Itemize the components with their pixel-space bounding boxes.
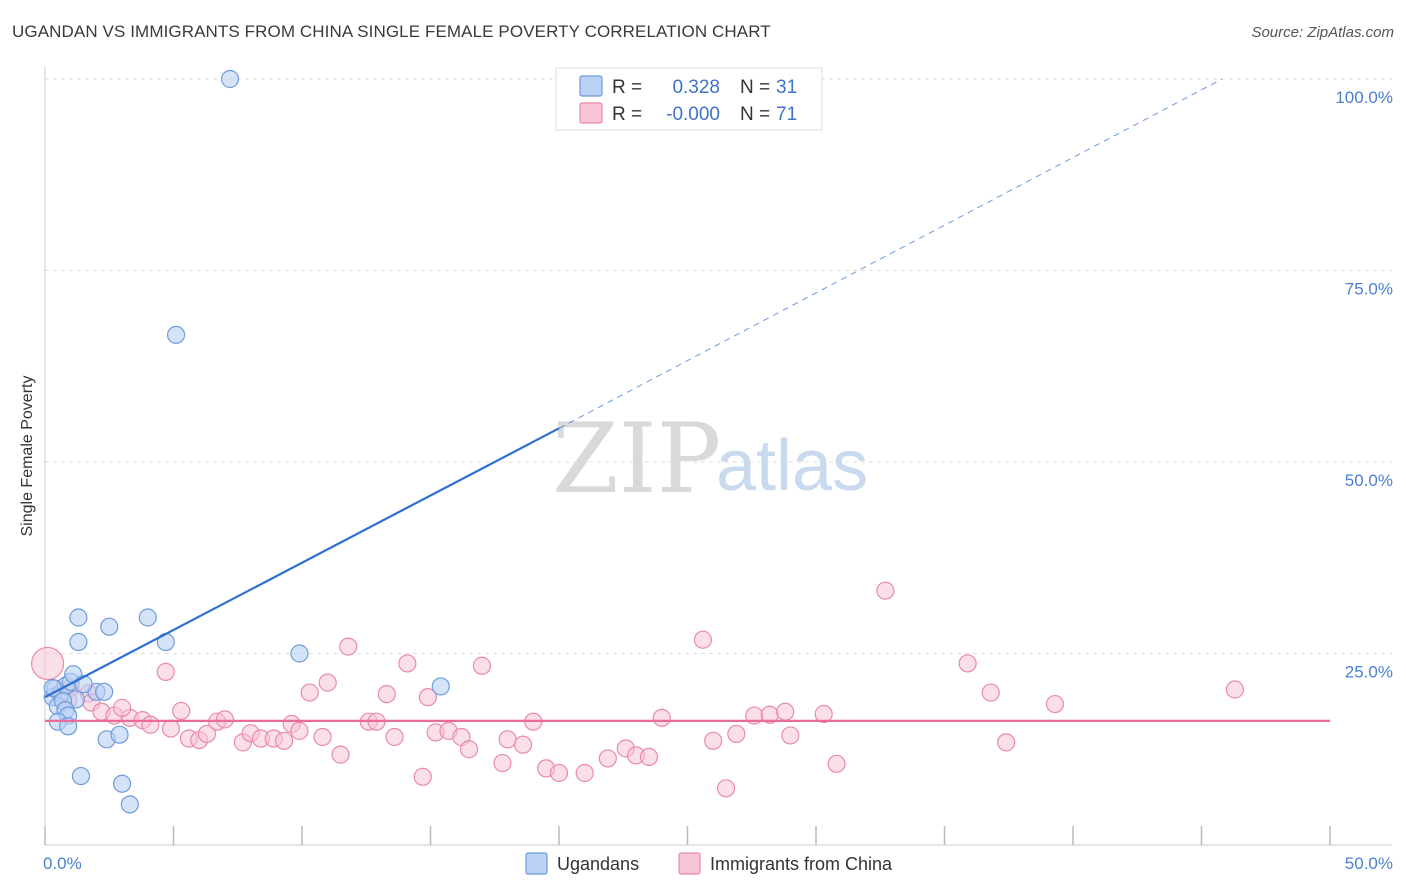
stats-r-label: R = [612,77,642,98]
china-point [693,630,713,649]
china-point [727,724,746,744]
china-point [377,684,396,704]
china-point [776,702,795,721]
ugandan-point [59,717,78,736]
china-point [652,708,671,727]
stats-n-label: N = [740,77,770,98]
china-point [575,763,594,783]
china-point [493,753,512,773]
stats-swatch-ugandans [579,75,603,97]
stats-r-value: 0.328 [672,77,720,98]
china-point [459,740,479,759]
china-point [141,715,160,734]
ugandan-point [69,608,88,627]
china-points [30,581,1245,798]
china-point [513,735,533,754]
china-point [339,637,358,656]
ugandan-point [69,632,88,652]
china-point [418,688,438,707]
chart-title: UGANDAN VS IMMIGRANTS FROM CHINA SINGLE … [12,22,771,41]
y-tick-label: 50.0% [1345,471,1393,490]
china-point [598,749,617,768]
ugandan-point [95,682,114,701]
china-point [472,656,491,675]
china-point [112,698,132,717]
china-point [549,763,569,783]
china-point [827,754,846,773]
legend-swatch-ugandans [525,852,548,875]
china-point [30,646,65,681]
china-point [385,727,404,747]
axes [44,67,1392,846]
china-point [716,779,736,798]
china-point [274,731,294,750]
watermark: ZIP atlas [552,403,868,515]
china-point [290,721,309,740]
china-point [161,719,181,738]
china-point [318,673,337,692]
x-tick-label: 0.0% [43,854,82,873]
china-point [704,731,723,750]
y-tick-label: 100.0% [1335,88,1393,107]
china-point [215,710,234,729]
china-point [876,581,895,600]
ugandan-point [120,795,139,814]
ugandan-point [431,677,450,696]
china-point [814,704,833,724]
y-tick-label: 75.0% [1345,280,1393,299]
legend-label-china: Immigrants from China [710,854,893,874]
legend-swatch-china [678,852,701,875]
china-point [981,683,1000,702]
stats-swatch-china [579,102,603,124]
stats-n-value: 31 [776,77,797,98]
china-point [398,654,417,673]
china-point [156,662,175,681]
stats-n-value: 71 [776,104,797,125]
china-point [300,683,319,702]
china-point [498,730,517,749]
ugandan-point [220,69,240,89]
china-point [331,745,350,764]
ugandan-trend-extension [558,78,1223,429]
stats-legend: R = 0.328 N = 31 R = -0.000 N = 71 [555,67,823,131]
china-point [639,747,659,767]
china-point [197,724,217,744]
ugandan-point [100,617,119,636]
bottom-legend: Ugandans Immigrants from China [525,852,893,875]
ugandan-point [110,725,129,744]
ugandan-points [43,69,450,814]
y-tick-label: 25.0% [1345,663,1393,682]
china-point [413,767,432,786]
ugandan-trend-line [44,427,560,699]
watermark-zip: ZIP [552,403,721,515]
x-tick-label: 50.0% [1345,854,1393,873]
china-point [1225,680,1245,699]
stats-n-label: N = [740,104,770,125]
china-point [997,733,1016,752]
ugandan-point [138,608,157,627]
source-label: Source: ZipAtlas.com [1251,24,1394,41]
china-point [1045,694,1065,714]
watermark-atlas: atlas [716,426,868,506]
china-point [172,701,191,721]
ugandan-point [112,774,132,793]
ugandan-point [71,766,91,786]
tick-labels: 25.0% 50.0% 75.0% 100.0% 0.0% 50.0% [43,88,1393,873]
trend-lines [44,78,1330,723]
ugandan-point [166,325,186,344]
china-point [313,727,332,747]
china-point [781,726,800,745]
grid-lines [45,78,1392,654]
legend-label-ugandans: Ugandans [557,854,639,874]
ugandan-point [290,644,309,663]
china-point [958,654,977,673]
stats-r-label: R = [612,104,642,125]
stats-r-value: -0.000 [666,104,720,125]
